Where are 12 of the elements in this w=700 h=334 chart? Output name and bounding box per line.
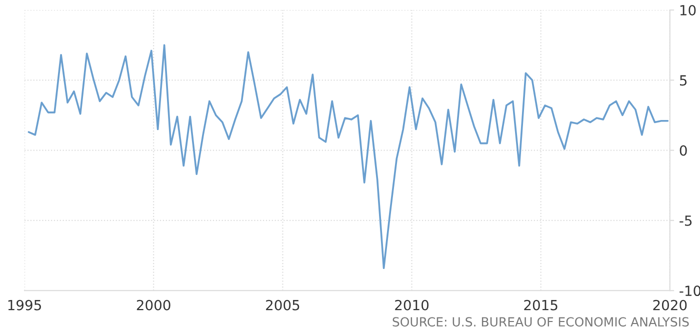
y-tick-label: 5 [680,75,687,86]
y-tick-label: 10 [680,4,696,16]
x-tick-label: 2000 [136,300,170,310]
x-tick-label: 1995 [8,300,41,310]
x-tick-label: 2010 [395,300,429,310]
x-tick-label: 2005 [266,300,300,310]
line-series [28,44,669,270]
y-tick-label: 0 [680,145,687,156]
x-tick-label: 2015 [524,300,558,310]
x-tick-label: 2020 [653,300,687,310]
y-tick-label: -5 [680,216,692,226]
source-note: SOURCE: U.S. BUREAU OF ECONOMIC ANALYSIS [392,317,689,327]
